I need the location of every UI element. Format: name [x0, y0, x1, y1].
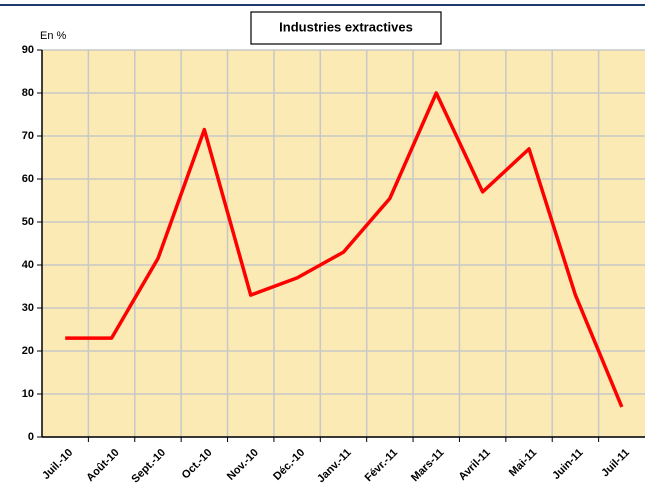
x-tick-label: Déc.-10	[271, 447, 307, 483]
x-tick-label: Août-10	[84, 447, 121, 484]
plot-area	[42, 50, 645, 437]
y-tick-label: 20	[22, 345, 34, 357]
x-tick-label: Juil-11	[599, 447, 632, 480]
x-tick-label: Oct.-10	[180, 447, 215, 482]
y-tick-label: 0	[28, 431, 34, 443]
x-tick-label: Mars-11	[409, 447, 446, 484]
x-tick-label: Févr.-11	[363, 447, 400, 484]
x-tick-label: Juil.-10	[40, 447, 75, 482]
x-tick-label: Avril-11	[457, 447, 493, 483]
y-tick-label: 70	[22, 130, 34, 142]
y-unit-label: En %	[40, 30, 67, 42]
y-tick-label: 60	[22, 173, 34, 185]
y-tick-label: 40	[22, 259, 34, 271]
y-tick-label: 90	[22, 44, 34, 56]
y-tick-label: 50	[22, 216, 34, 228]
x-tick-label: Janv.-11	[315, 447, 354, 486]
y-tick-label: 10	[22, 388, 34, 400]
chart-title: Industries extractives	[279, 19, 413, 34]
x-tick-label: Juin-11	[550, 447, 585, 482]
data-line	[65, 91, 624, 408]
x-tick-label: Mai-11	[507, 447, 539, 479]
x-tick-label: Sept.-10	[129, 447, 168, 486]
x-tick-label: Nov.-10	[225, 447, 261, 483]
y-tick-label: 30	[22, 302, 34, 314]
y-tick-label: 80	[22, 87, 34, 99]
title-box	[250, 11, 442, 45]
